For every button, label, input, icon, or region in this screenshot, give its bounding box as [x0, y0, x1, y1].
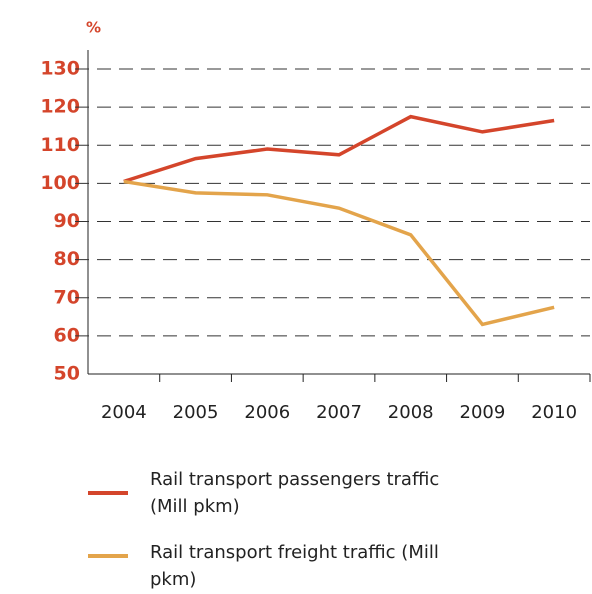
y-tick-label: 130 [40, 58, 80, 80]
y-tick-label: 60 [54, 324, 80, 346]
x-tick-label: 2004 [101, 402, 147, 423]
legend-label: Rail transport freight traffic (Mill pkm… [150, 542, 439, 590]
y-tick-label: 120 [40, 96, 80, 118]
y-tick-label: 70 [54, 286, 80, 308]
y-tick-label: 90 [54, 210, 80, 232]
y-tick-label: 110 [40, 134, 80, 156]
x-tick-label: 2005 [173, 402, 219, 423]
x-tick-label: 2006 [244, 402, 290, 423]
legend-label: Rail transport passengers traffic (Mill … [150, 469, 440, 517]
x-tick-label: 2009 [460, 402, 506, 423]
y-axis-label: % [86, 19, 101, 37]
x-tick-label: 2010 [531, 402, 577, 423]
y-tick-label: 50 [54, 363, 80, 385]
series-line [123, 114, 555, 184]
x-tick-label: 2008 [388, 402, 434, 423]
y-tick-label: 80 [54, 248, 80, 270]
x-tick-label: 2007 [316, 402, 362, 423]
y-tick-label: 100 [40, 172, 80, 194]
series-line [123, 179, 555, 327]
